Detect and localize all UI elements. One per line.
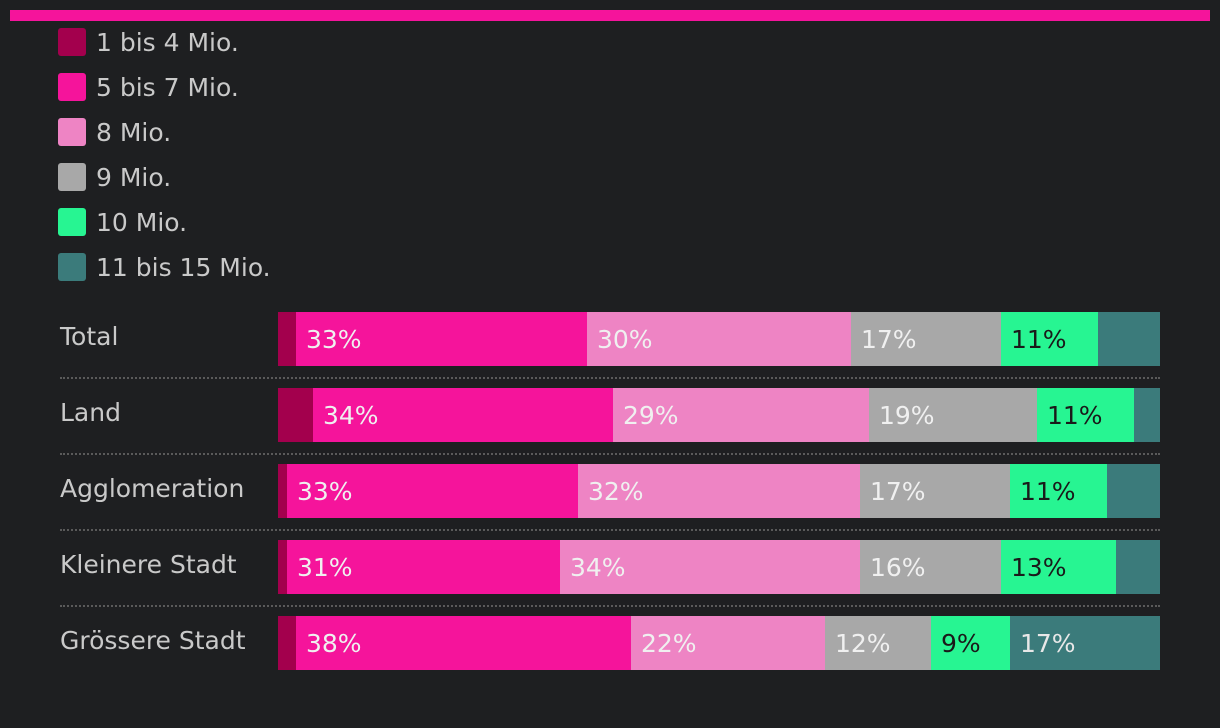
bar-segment-11-bis-15-mio bbox=[1116, 540, 1160, 594]
row-separator bbox=[60, 453, 1160, 455]
legend-item-8-mio: 8 Mio. bbox=[58, 117, 171, 147]
bar-segment-10-mio: 11% bbox=[1001, 312, 1098, 366]
data-label: 29% bbox=[623, 400, 679, 430]
data-label: 34% bbox=[570, 552, 626, 582]
bar-row-land: Land 34% 29% 19% 11% bbox=[60, 388, 1160, 442]
category-label: Land bbox=[60, 398, 121, 427]
legend-swatch bbox=[58, 208, 86, 236]
data-label: 33% bbox=[297, 476, 353, 506]
bar-segment-9-mio: 19% bbox=[869, 388, 1037, 442]
data-label: 17% bbox=[870, 476, 926, 506]
accent-top-bar bbox=[10, 10, 1210, 21]
data-label: 16% bbox=[870, 552, 926, 582]
category-label: Grössere Stadt bbox=[60, 626, 246, 655]
bar-segment-5-bis-7-mio: 38% bbox=[296, 616, 631, 670]
legend-swatch bbox=[58, 118, 86, 146]
data-label: 13% bbox=[1011, 552, 1067, 582]
bar-segment-9-mio: 16% bbox=[860, 540, 1001, 594]
bar-segment-9-mio: 17% bbox=[860, 464, 1010, 518]
data-label: 33% bbox=[306, 324, 362, 354]
legend-label: 5 bis 7 Mio. bbox=[96, 72, 239, 102]
bar-segment-10-mio: 11% bbox=[1010, 464, 1107, 518]
legend-swatch bbox=[58, 163, 86, 191]
data-label: 17% bbox=[1020, 628, 1076, 658]
bar-segment-8-mio: 30% bbox=[587, 312, 851, 366]
data-label: 31% bbox=[297, 552, 353, 582]
data-label: 32% bbox=[588, 476, 644, 506]
legend-swatch bbox=[58, 253, 86, 281]
category-label: Total bbox=[60, 322, 119, 351]
stacked-bar: 31% 34% 16% 13% bbox=[278, 540, 1160, 594]
category-label: Kleinere Stadt bbox=[60, 550, 237, 579]
bar-segment-11-bis-15-mio bbox=[1098, 312, 1160, 366]
bar-segment-9-mio: 17% bbox=[851, 312, 1001, 366]
legend-item-9-mio: 9 Mio. bbox=[58, 162, 171, 192]
bar-segment-1-bis-4-mio bbox=[278, 312, 296, 366]
data-label: 17% bbox=[861, 324, 917, 354]
bar-segment-1-bis-4-mio bbox=[278, 388, 313, 442]
legend-item-10-mio: 10 Mio. bbox=[58, 207, 187, 237]
bar-segment-1-bis-4-mio bbox=[278, 464, 287, 518]
bar-segment-8-mio: 34% bbox=[560, 540, 860, 594]
bar-segment-9-mio: 12% bbox=[825, 616, 931, 670]
bar-segment-8-mio: 29% bbox=[613, 388, 869, 442]
legend-label: 10 Mio. bbox=[96, 207, 188, 237]
legend-label: 9 Mio. bbox=[96, 162, 172, 192]
legend-swatch bbox=[58, 73, 86, 101]
bar-row-groessere-stadt: Grössere Stadt 38% 22% 12% 9% 17% bbox=[60, 616, 1160, 670]
bar-segment-11-bis-15-mio bbox=[1107, 464, 1160, 518]
legend-item-5-bis-7-mio: 5 bis 7 Mio. bbox=[58, 72, 239, 102]
legend-label: 8 Mio. bbox=[96, 117, 172, 147]
legend-item-1-bis-4-mio: 1 bis 4 Mio. bbox=[58, 27, 239, 57]
data-label: 22% bbox=[641, 628, 697, 658]
data-label: 19% bbox=[879, 400, 935, 430]
row-separator bbox=[60, 377, 1160, 379]
data-label: 9% bbox=[941, 628, 981, 658]
stacked-bar: 33% 30% 17% 11% bbox=[278, 312, 1160, 366]
data-label: 34% bbox=[323, 400, 379, 430]
bar-row-agglomeration: Agglomeration 33% 32% 17% 11% bbox=[60, 464, 1160, 518]
legend-label: 1 bis 4 Mio. bbox=[96, 27, 239, 57]
bar-segment-10-mio: 13% bbox=[1001, 540, 1116, 594]
stacked-bar: 34% 29% 19% 11% bbox=[278, 388, 1160, 442]
bar-segment-8-mio: 32% bbox=[578, 464, 860, 518]
data-label: 11% bbox=[1020, 476, 1076, 506]
row-separator bbox=[60, 605, 1160, 607]
bar-segment-11-bis-15-mio bbox=[1134, 388, 1160, 442]
data-label: 11% bbox=[1047, 400, 1103, 430]
bar-segment-11-bis-15-mio: 17% bbox=[1010, 616, 1160, 670]
category-label: Agglomeration bbox=[60, 474, 245, 503]
bar-segment-5-bis-7-mio: 34% bbox=[313, 388, 613, 442]
data-label: 12% bbox=[835, 628, 891, 658]
bar-row-total: Total 33% 30% 17% 11% bbox=[60, 312, 1160, 366]
stacked-bar: 33% 32% 17% 11% bbox=[278, 464, 1160, 518]
row-separator bbox=[60, 529, 1160, 531]
stacked-bar: 38% 22% 12% 9% 17% bbox=[278, 616, 1160, 670]
bar-segment-5-bis-7-mio: 33% bbox=[296, 312, 587, 366]
legend-item-11-bis-15-mio: 11 bis 15 Mio. bbox=[58, 252, 271, 282]
legend-swatch bbox=[58, 28, 86, 56]
bar-segment-8-mio: 22% bbox=[631, 616, 825, 670]
bar-segment-1-bis-4-mio bbox=[278, 540, 287, 594]
bar-segment-5-bis-7-mio: 33% bbox=[287, 464, 578, 518]
bar-segment-10-mio: 9% bbox=[931, 616, 1010, 670]
bar-row-kleinere-stadt: Kleinere Stadt 31% 34% 16% 13% bbox=[60, 540, 1160, 594]
legend-label: 11 bis 15 Mio. bbox=[96, 252, 271, 282]
data-label: 38% bbox=[306, 628, 362, 658]
data-label: 11% bbox=[1011, 324, 1067, 354]
bar-segment-10-mio: 11% bbox=[1037, 388, 1134, 442]
bar-segment-1-bis-4-mio bbox=[278, 616, 296, 670]
bar-segment-5-bis-7-mio: 31% bbox=[287, 540, 560, 594]
data-label: 30% bbox=[597, 324, 653, 354]
